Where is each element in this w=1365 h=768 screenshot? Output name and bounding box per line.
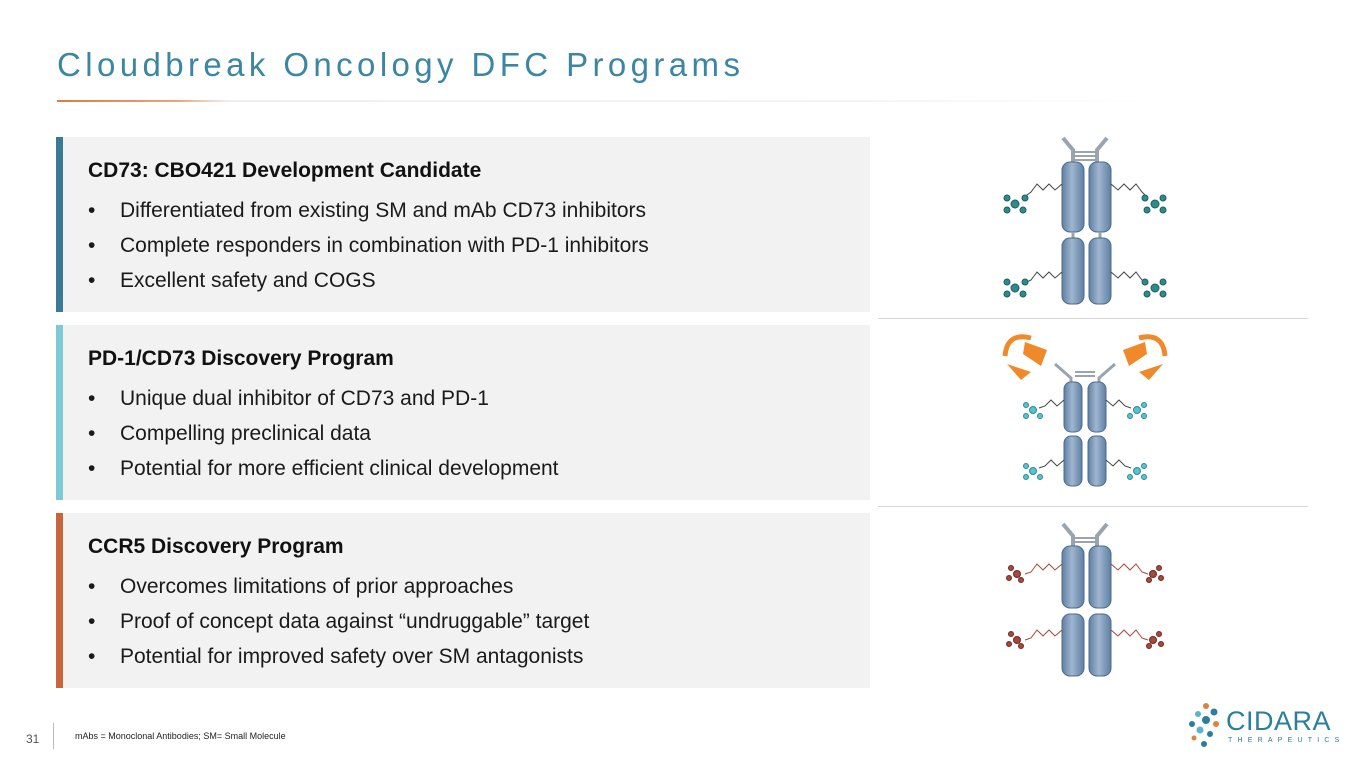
bullet-marker: • <box>88 575 96 598</box>
list-item-text: Compelling preclinical data <box>120 422 371 445</box>
cidara-logo-icon <box>1189 703 1219 747</box>
logo-wordmark: CIDARA <box>1226 706 1332 736</box>
list-item: • Excellent safety and COGS <box>88 268 649 303</box>
program-card-pd1-cd73: PD-1/CD73 Discovery Program • Unique dual… <box>56 325 870 500</box>
program-heading: PD-1/CD73 Discovery Program <box>88 347 394 370</box>
program-card-cd73: CD73: CBO421 Development Candidate • Diff… <box>56 137 870 312</box>
program-bullet-list: • Differentiated from existing SM and mAb… <box>88 198 649 303</box>
antibody-drug-conjugate-icon <box>1003 136 1167 305</box>
slide-title: Cloudbreak Oncology DFC Programs <box>57 46 745 83</box>
title-divider <box>57 100 1147 102</box>
bullet-marker: • <box>88 645 96 668</box>
graphic-divider <box>878 318 1308 319</box>
bispecific-antibody-icon <box>1002 334 1168 487</box>
list-item: • Compelling preclinical data <box>88 421 559 456</box>
bullet-marker: • <box>88 610 96 633</box>
list-item-text: Overcomes limitations of prior approache… <box>120 575 514 598</box>
program-heading: CCR5 Discovery Program <box>88 535 344 558</box>
antibody-drug-conjugate-red-icon <box>1006 522 1164 677</box>
list-item: • Potential for more efficient clinical d… <box>88 456 559 491</box>
bullet-marker: • <box>88 387 96 410</box>
list-item: • Unique dual inhibitor of CD73 and PD-1 <box>88 386 559 421</box>
list-item: • Potential for improved safety over SM a… <box>88 644 589 679</box>
bullet-marker: • <box>88 457 96 480</box>
program-bullet-list: • Overcomes limitations of prior approach… <box>88 574 589 679</box>
footnote: mAbs = Monoclonal Antibodies; SM= Small … <box>75 731 286 741</box>
list-item-text: Unique dual inhibitor of CD73 and PD-1 <box>120 387 489 410</box>
list-item: • Proof of concept data against “undrugga… <box>88 609 589 644</box>
cidara-logo: CIDARA THERAPEUTICS <box>1186 700 1339 750</box>
program-card-ccr5: CCR5 Discovery Program • Overcomes limita… <box>56 513 870 688</box>
card-accent-bar <box>56 137 63 312</box>
logo-tagline: THERAPEUTICS <box>1228 737 1345 744</box>
card-accent-bar <box>56 325 63 500</box>
list-item-text: Differentiated from existing SM and mAb … <box>120 199 647 222</box>
list-item-text: Potential for improved safety over SM an… <box>120 645 584 668</box>
card-accent-bar <box>56 513 63 688</box>
list-item-text: Excellent safety and COGS <box>120 269 376 292</box>
footer-divider <box>53 723 54 749</box>
list-item-text: Complete responders in combination with … <box>120 234 649 257</box>
list-item: • Overcomes limitations of prior approach… <box>88 574 589 609</box>
bullet-marker: • <box>88 269 96 292</box>
list-item: • Complete responders in combination with… <box>88 233 649 268</box>
graphic-divider <box>878 506 1308 507</box>
bullet-marker: • <box>88 234 96 257</box>
program-heading: CD73: CBO421 Development Candidate <box>88 159 482 182</box>
bullet-marker: • <box>88 422 96 445</box>
page-number: 31 <box>26 732 40 746</box>
list-item-text: Potential for more efficient clinical de… <box>120 457 559 480</box>
list-item-text: Proof of concept data against “undruggab… <box>120 610 590 633</box>
list-item: • Differentiated from existing SM and mAb… <box>88 198 649 233</box>
program-bullet-list: • Unique dual inhibitor of CD73 and PD-1 … <box>88 386 559 491</box>
bullet-marker: • <box>88 199 96 222</box>
